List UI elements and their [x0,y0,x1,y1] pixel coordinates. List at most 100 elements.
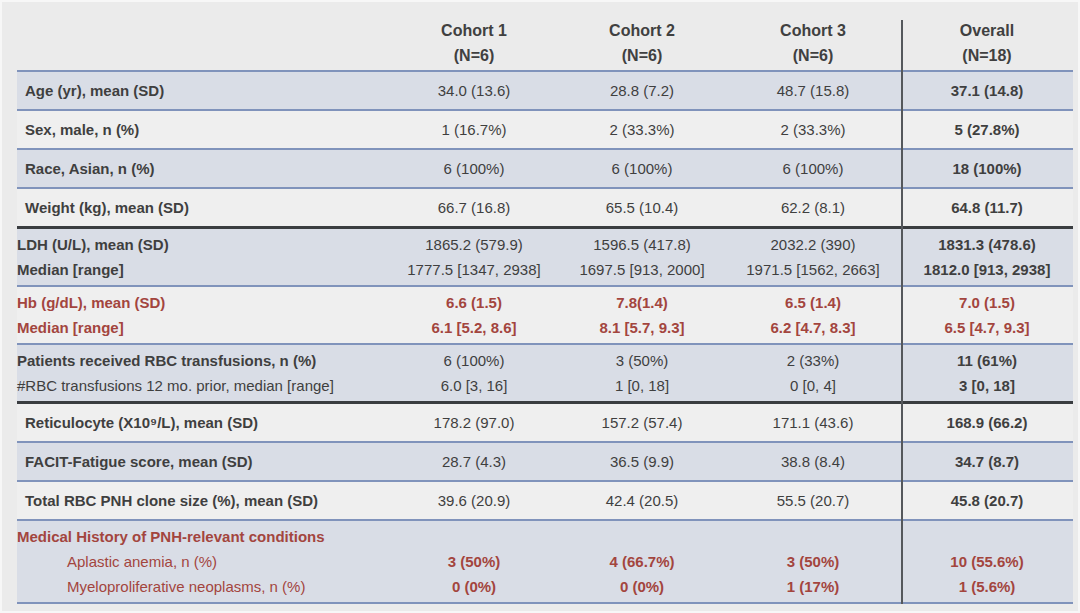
cell-value: 18 (100%) [901,156,1073,181]
cohort-2-cell: 36.5 (9.9) [559,443,725,480]
cell-value: 6.2 [4.7, 8.3] [725,315,901,340]
row-label-line: Age (yr), mean (SD) [25,78,385,103]
cohort-1-cell: 3 (50%)0 (0%) [389,521,559,602]
header-overall: Overall (N=18) [901,18,1073,68]
row-label-line: Total RBC PNH clone size (%), mean (SD) [25,488,385,513]
cell-value: 39.6 (20.9) [389,488,559,513]
cell-value: 1 (16.7%) [389,117,559,142]
table-header-row: Cohort 1 (N=6) Cohort 2 (N=6) Cohort 3 (… [17,14,1073,70]
cell-value: 2 (33.3%) [559,117,725,142]
cell-value: 0 (0%) [559,574,725,599]
header-cohort-2: Cohort 2 (N=6) [559,18,725,68]
row-label-line: Median [range] [17,257,389,282]
cell-value: 1812.0 [913, 2938] [901,257,1073,282]
overall-cell: 10 (55.6%)1 (5.6%) [901,521,1073,602]
row-label: Medical History of PNH-relevant conditio… [17,521,389,602]
cohort-1-cell: 1865.2 (579.9)1777.5 [1347, 2938] [389,229,559,285]
cell-value: 0 (0%) [389,574,559,599]
table-row: FACIT-Fatigue score, mean (SD)28.7 (4.3)… [17,441,1073,480]
cell-value: 66.7 (16.8) [389,195,559,220]
cohort-1-cell: 1 (16.7%) [389,111,559,148]
cell-value: 1831.3 (478.6) [901,232,1073,257]
row-label-line: Sex, male, n (%) [25,117,385,142]
cohort-1-cell: 178.2 (97.0) [389,404,559,441]
cell-value [901,524,1073,549]
cell-value: 6.5 (1.4) [725,290,901,315]
row-label-line: Hb (g/dL), mean (SD) [17,290,389,315]
cell-value: 6.6 (1.5) [389,290,559,315]
row-label-line: LDH (U/L), mean (SD) [17,232,389,257]
cohort-2-cell: 7.8(1.4)8.1 [5.7, 9.3] [559,287,725,343]
header-title: Cohort 2 [559,18,725,43]
table-row: Age (yr), mean (SD)34.0 (13.6)28.8 (7.2)… [17,70,1073,109]
cohort-2-cell: 4 (66.7%)0 (0%) [559,521,725,602]
overall-cell: 7.0 (1.5)6.5 [4.7, 9.3] [901,287,1073,343]
overall-cell: 11 (61%)3 [0, 18] [901,345,1073,401]
table-row: Medical History of PNH-relevant conditio… [17,519,1073,604]
cell-value: 42.4 (20.5) [559,488,725,513]
cell-value: 34.0 (13.6) [389,78,559,103]
header-title: Cohort 1 [389,18,559,43]
cohort-3-cell: 38.8 (8.4) [725,443,901,480]
table-row: Weight (kg), mean (SD)66.7 (16.8)65.5 (1… [17,187,1073,229]
header-n: (N=6) [389,43,559,68]
cohort-2-cell: 157.2 (57.4) [559,404,725,441]
cohort-3-cell: 62.2 (8.1) [725,189,901,226]
cohort-3-cell: 55.5 (20.7) [725,482,901,519]
cell-value: 55.5 (20.7) [725,488,901,513]
cell-value: 2 (33.3%) [725,117,901,142]
header-title: Overall [901,18,1073,43]
row-label-line: FACIT-Fatigue score, mean (SD) [25,449,385,474]
cell-value: 157.2 (57.4) [559,410,725,435]
table-body: Age (yr), mean (SD)34.0 (13.6)28.8 (7.2)… [17,70,1073,604]
cohort-1-cell: 34.0 (13.6) [389,72,559,109]
cell-value: 6.0 [3, 16] [389,373,559,398]
cell-value: 3 (50%) [389,549,559,574]
row-label-line: #RBC transfusions 12 mo. prior, median [… [17,373,389,398]
row-label-line: Median [range] [17,315,389,340]
cell-value: 8.1 [5.7, 9.3] [559,315,725,340]
cohort-1-cell: 28.7 (4.3) [389,443,559,480]
cell-value: 28.8 (7.2) [559,78,725,103]
overall-cell: 1831.3 (478.6)1812.0 [913, 2938] [901,229,1073,285]
cell-value: 6.1 [5.2, 8.6] [389,315,559,340]
overall-cell: 37.1 (14.8) [901,72,1073,109]
overall-cell: 64.8 (11.7) [901,189,1073,226]
cell-value: 2 (33%) [725,348,901,373]
cell-value: 1 (5.6%) [901,574,1073,599]
cell-value: 2032.2 (390) [725,232,901,257]
cell-value: 45.8 (20.7) [901,488,1073,513]
cohort-2-cell: 6 (100%) [559,150,725,187]
cell-value: 1 (17%) [725,574,901,599]
cell-value: 34.7 (8.7) [901,449,1073,474]
table-row: Hb (g/dL), mean (SD)Median [range]6.6 (1… [17,285,1073,343]
cohort-3-cell: 171.1 (43.6) [725,404,901,441]
header-cohort-1: Cohort 1 (N=6) [389,18,559,68]
cell-value: 6 (100%) [389,348,559,373]
table-row: Race, Asian, n (%)6 (100%)6 (100%)6 (100… [17,148,1073,187]
cell-value: 64.8 (11.7) [901,195,1073,220]
cell-value: 1865.2 (579.9) [389,232,559,257]
cohort-3-cell: 6.5 (1.4)6.2 [4.7, 8.3] [725,287,901,343]
cell-value: 28.7 (4.3) [389,449,559,474]
baseline-characteristics-table: Cohort 1 (N=6) Cohort 2 (N=6) Cohort 3 (… [17,14,1073,604]
cohort-3-cell: 6 (100%) [725,150,901,187]
overall-column-divider [901,20,903,604]
cell-value: 6 (100%) [389,156,559,181]
row-label-line: Medical History of PNH-relevant conditio… [17,524,389,549]
header-cohort-3: Cohort 3 (N=6) [725,18,901,68]
row-label: Reticulocyte (X10⁹/L), mean (SD) [17,404,389,441]
cell-value: 3 [0, 18] [901,373,1073,398]
cohort-1-cell: 6 (100%) [389,150,559,187]
row-label: Age (yr), mean (SD) [17,72,389,109]
cell-value: 168.9 (66.2) [901,410,1073,435]
row-label-line: Weight (kg), mean (SD) [25,195,385,220]
header-title: Cohort 3 [725,18,901,43]
cohort-1-cell: 6 (100%)6.0 [3, 16] [389,345,559,401]
cohort-2-cell: 28.8 (7.2) [559,72,725,109]
cohort-3-cell: 3 (50%)1 (17%) [725,521,901,602]
cohort-2-cell: 42.4 (20.5) [559,482,725,519]
cell-value: 178.2 (97.0) [389,410,559,435]
row-label-line: Myeloproliferative neoplasms, n (%) [17,574,389,599]
row-label-line: Race, Asian, n (%) [25,156,385,181]
